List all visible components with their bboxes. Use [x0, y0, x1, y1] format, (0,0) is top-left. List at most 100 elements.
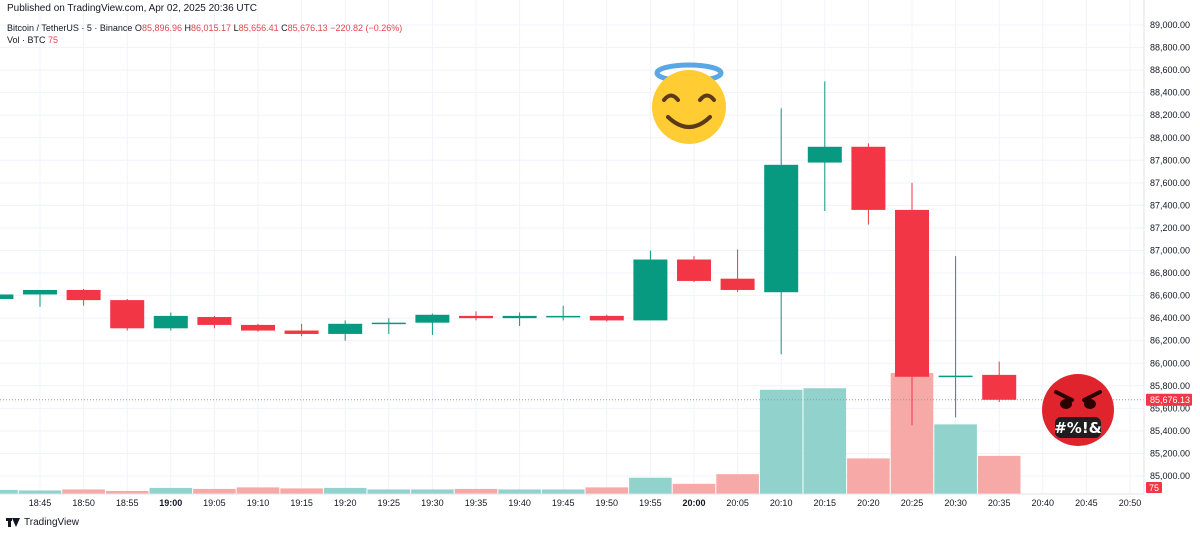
time-tick-label: 19:25	[378, 498, 401, 508]
time-tick-label: 19:55	[639, 498, 662, 508]
time-tick-label: 18:45	[29, 498, 52, 508]
volume-bars	[0, 373, 1021, 494]
time-tick-label: 18:50	[72, 498, 95, 508]
volume-bar	[367, 489, 411, 494]
time-tick-label: 19:35	[465, 498, 488, 508]
price-tick-label: 85,800.00	[1150, 381, 1190, 391]
volume-bar	[18, 490, 62, 494]
chart-grid	[0, 0, 1144, 494]
volume-bar	[149, 487, 193, 494]
price-tick-label: 88,800.00	[1150, 43, 1190, 53]
volume-bar	[280, 488, 323, 494]
time-tick-label: 18:55	[116, 498, 139, 508]
candle-body	[982, 374, 1017, 400]
volume-value: 75	[1149, 483, 1159, 493]
price-tick-label: 87,600.00	[1150, 178, 1190, 188]
time-tick-label: 19:15	[290, 498, 313, 508]
price-tick-label: 86,000.00	[1150, 358, 1190, 368]
close-value: 85,676.13	[287, 23, 328, 33]
time-tick-label: 19:20	[334, 498, 357, 508]
volume-bar	[498, 489, 541, 494]
last-price-label: 85,676.13	[1146, 393, 1192, 406]
volume-bar	[847, 458, 890, 494]
time-tick-label: 20:35	[988, 498, 1011, 508]
candle-body	[0, 294, 14, 299]
price-axis[interactable]: 89,000.00 88,800.00 88,600.00 88,400.00 88,2…	[1150, 20, 1190, 481]
time-tick-label: 20:45	[1075, 498, 1098, 508]
price-tick-label: 85,400.00	[1150, 426, 1190, 436]
time-tick-label: 20:15	[814, 498, 837, 508]
symbol-name[interactable]: Bitcoin / TetherUS · 5 · Binance	[7, 23, 133, 33]
candle-body	[241, 324, 275, 331]
low-label: L	[233, 23, 239, 33]
time-tick-label: 20:25	[901, 498, 924, 508]
price-tick-label: 86,400.00	[1150, 313, 1190, 323]
price-tick-label: 88,400.00	[1150, 88, 1190, 98]
price-tick-label: 85,200.00	[1150, 448, 1190, 458]
candle-body	[720, 278, 755, 290]
time-tick-label: 19:30	[421, 498, 444, 508]
candle-body	[764, 164, 799, 293]
volume-bar	[236, 487, 280, 494]
time-tick-label: 19:10	[247, 498, 270, 508]
last-price-value: 85,676.13	[1150, 395, 1190, 405]
open-label: O	[134, 23, 142, 33]
candle-body	[546, 315, 581, 318]
svg-text:#%!&: #%!&	[1054, 419, 1102, 437]
time-tick-label: 20:00	[682, 498, 705, 508]
price-tick-label: 86,800.00	[1150, 268, 1190, 278]
tradingview-brand[interactable]: TradingView	[6, 517, 79, 528]
candle-body	[459, 315, 493, 319]
price-tick-label: 87,200.00	[1150, 223, 1190, 233]
volume-legend-label[interactable]: Vol · BTC	[7, 35, 46, 45]
volume-bar	[629, 477, 672, 494]
price-tick-label: 88,200.00	[1150, 110, 1190, 120]
volume-bar	[541, 489, 585, 494]
volume-bar	[977, 455, 1021, 494]
candle-body	[807, 146, 842, 163]
symbol-legend: Bitcoin / TetherUS · 5 · Binance O85,896…	[7, 23, 402, 33]
smiling-face-with-halo-icon	[652, 62, 726, 144]
volume-value-label: 75	[1146, 482, 1162, 493]
published-notice: Published on TradingView.com, Apr 02, 20…	[7, 3, 257, 14]
price-tick-label: 86,600.00	[1150, 291, 1190, 301]
volume-bar	[62, 489, 105, 494]
price-tick-label: 87,800.00	[1150, 155, 1190, 165]
volume-bar	[454, 488, 498, 494]
volume-bar	[759, 389, 803, 494]
volume-bar	[323, 487, 367, 494]
time-tick-label: 20:10	[770, 498, 793, 508]
volume-bar	[193, 488, 236, 494]
time-axis[interactable]: 18:45 18:50 18:55 19:00 19:05 19:10 19:15 19:20…	[29, 498, 1142, 508]
time-tick-label: 20:40	[1032, 498, 1055, 508]
time-tick-label: 19:00	[159, 498, 182, 508]
candle-body	[851, 146, 886, 210]
time-tick-label: 20:50	[1119, 498, 1142, 508]
candle-body	[66, 289, 101, 301]
candle-body	[502, 315, 537, 319]
price-tick-label: 87,000.00	[1150, 246, 1190, 256]
candle-body	[895, 209, 929, 377]
candle-body	[23, 289, 57, 295]
candle-body	[153, 315, 188, 329]
volume-bar	[672, 483, 716, 494]
volume-bar	[934, 424, 977, 494]
time-tick-label: 20:30	[944, 498, 967, 508]
volume-bar	[411, 489, 454, 494]
brand-name: TradingView	[24, 517, 80, 528]
volume-bar	[585, 487, 629, 494]
candle-body	[110, 300, 145, 329]
candle-body	[197, 317, 232, 325]
price-tick-label: 85,600.00	[1150, 403, 1190, 413]
price-tick-label: 89,000.00	[1150, 20, 1190, 30]
time-tick-label: 19:40	[508, 498, 531, 508]
candle-body	[938, 375, 973, 378]
change-value: −220.82 (−0.26%)	[330, 23, 403, 33]
price-tick-label: 88,000.00	[1150, 133, 1190, 143]
candle-body	[589, 315, 624, 321]
price-tick-label: 86,200.00	[1150, 336, 1190, 346]
face-with-symbols-on-mouth-icon: #%!&	[1042, 374, 1114, 446]
volume-bar	[803, 388, 847, 494]
time-tick-label: 19:45	[552, 498, 575, 508]
